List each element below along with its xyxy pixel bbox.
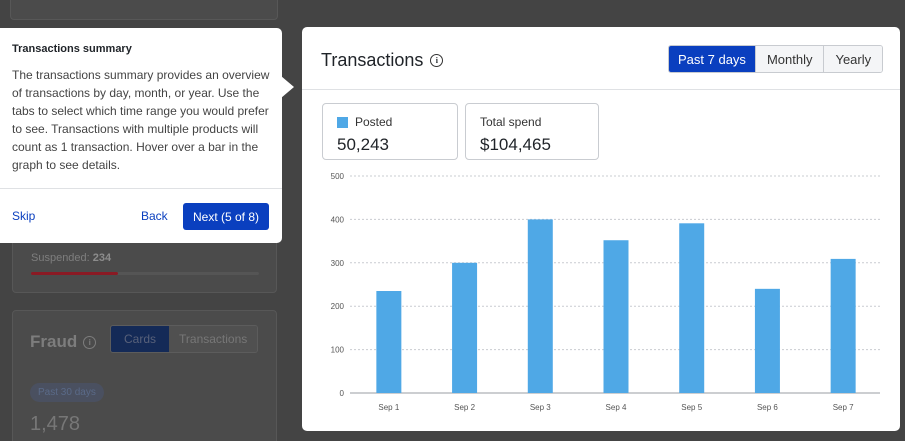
total-spend-value: $104,465 [480,135,551,154]
x-tick-label: Sep 2 [454,403,475,412]
card-header: Transactions i Past 7 days Monthly Yearl… [302,27,900,90]
y-tick-label: 500 [331,172,345,181]
legend-swatch [337,116,348,128]
transactions-bar-chart: 0 100 200 300 400 500 Sep 1 Sep 2 Sep 3 Sep 4 Sep … [331,172,880,412]
x-tick-label: Sep 5 [681,403,702,412]
info-icon[interactable]: i [430,54,444,67]
fraud-range-badge: Past 30 days [30,383,104,402]
back-link[interactable]: Back [141,209,168,223]
next-button[interactable]: Next (5 of 8) [183,203,269,230]
posted-stat: Posted 50,243 [322,103,458,160]
chart-bar[interactable] [830,258,856,393]
chart-bar[interactable] [679,223,705,393]
fraud-panel: Fraud i Cards Transactions Past 30 days … [12,310,277,441]
fraud-value: 1,478 [30,413,81,435]
suspended-progress-track [31,272,259,275]
x-tick-label: Sep 3 [530,403,551,412]
x-tick-label: Sep 7 [833,403,854,412]
tab-yearly[interactable]: Yearly [823,46,883,72]
popover-arrow [281,76,294,98]
posted-value: 50,243 [337,135,389,154]
posted-label: Posted [337,115,392,129]
fraud-tabs: Cards Transactions [110,325,259,353]
y-tick-label: 300 [331,259,345,268]
x-tick-label: Sep 6 [757,403,778,412]
x-tick-label: Sep 4 [606,403,627,412]
y-tick-label: 200 [331,302,345,311]
suspended-text: Suspended: 234 [31,252,112,264]
chart-bar[interactable] [376,291,402,393]
background-panel-top [10,0,278,20]
x-tick-label: Sep 1 [378,403,399,412]
tab-past-7-days[interactable]: Past 7 days [669,46,755,72]
y-tick-label: 400 [331,215,345,224]
y-tick-label: 100 [331,346,345,355]
y-tick-label: 0 [340,389,345,398]
chart-bar[interactable] [603,240,629,393]
transactions-card: Transactions i Past 7 days Monthly Yearl… [302,27,900,431]
tour-popover: Transactions summary The transactions su… [0,28,282,243]
time-range-tabs: Past 7 days Monthly Yearly [668,45,884,73]
tab-monthly[interactable]: Monthly [754,46,824,72]
chart-bar[interactable] [452,262,478,393]
chart-bar[interactable] [527,219,553,393]
suspended-progress-fill [31,272,118,275]
skip-link[interactable]: Skip [12,209,36,223]
divider [0,188,282,189]
fraud-tab-cards[interactable]: Cards [111,326,170,352]
chart-bar[interactable] [754,288,780,393]
card-title: Transactions i [321,50,444,71]
fraud-tab-transactions[interactable]: Transactions [169,326,258,352]
fraud-title: Fraud i [30,332,97,352]
total-spend-label: Total spend [480,115,542,129]
info-icon[interactable]: i [83,335,97,349]
total-spend-stat: Total spend $104,465 [465,103,599,160]
popover-body: The transactions summary provides an ove… [12,68,270,172]
popover-title: Transactions summary [12,43,132,55]
